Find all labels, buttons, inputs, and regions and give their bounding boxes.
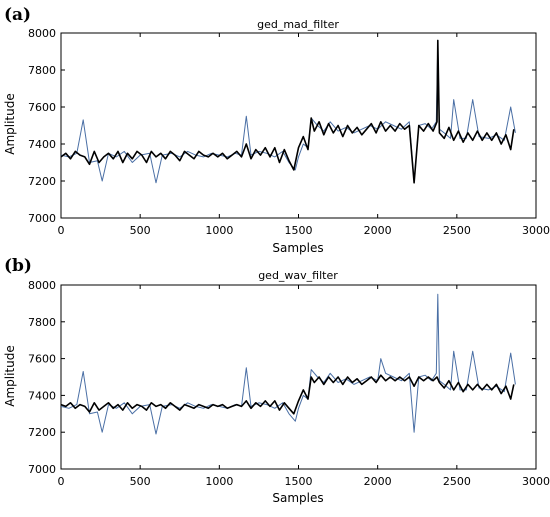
panel-label: (b): [4, 256, 32, 276]
panel-a: (a) ged_mad_filter Samples Amplitude 0 50…: [3, 5, 550, 255]
plot-area: 0 500 1000 1500 2000 2500 3000 7000 7200 7400 7600…: [28, 27, 550, 237]
y-tick-label: 7800: [28, 316, 56, 329]
axes-frame: [60, 32, 537, 219]
x-tick-label: 2000: [364, 224, 392, 237]
series-line-2: [60, 374, 515, 415]
plot-area: 0 500 1000 1500 2000 2500 3000 7000 7200 7400 7600…: [28, 279, 550, 488]
x-tick-label: 500: [130, 475, 151, 488]
x-tick-label: 1000: [205, 224, 233, 237]
x-tick-label: 1500: [285, 475, 313, 488]
y-tick-label: 7000: [28, 463, 56, 476]
chart-title: ged_mad_filter: [257, 18, 339, 31]
y-tick-label: 7400: [28, 138, 56, 151]
y-tick-label: 7200: [28, 175, 56, 188]
y-tick-label: 7800: [28, 64, 56, 77]
chart-title: ged_wav_filter: [258, 269, 338, 282]
x-tick-label: 500: [130, 224, 151, 237]
x-tick-label: 3000: [522, 224, 550, 237]
series-line-2: [60, 39, 515, 184]
x-tick-label: 2500: [443, 475, 471, 488]
y-tick-label: 8000: [28, 27, 56, 40]
panel-b: (b) ged_wav_filter Samples Amplitude 0 50…: [3, 256, 550, 505]
y-tick-label: 7600: [28, 353, 56, 366]
x-tick-label: 1000: [205, 475, 233, 488]
y-tick-label: 7400: [28, 389, 56, 402]
y-tick-label: 7200: [28, 426, 56, 439]
y-tick-label: 8000: [28, 279, 56, 292]
y-axis-label: Amplitude: [3, 345, 17, 407]
x-tick-label: 3000: [522, 475, 550, 488]
series-line-1: [60, 293, 516, 435]
x-tick-label: 0: [58, 224, 65, 237]
axes-frame: [60, 284, 537, 470]
y-tick-label: 7000: [28, 212, 56, 225]
y-axis-label: Amplitude: [3, 93, 17, 155]
x-axis-label: Samples: [272, 241, 323, 255]
x-tick-label: 1500: [285, 224, 313, 237]
x-tick-label: 2500: [443, 224, 471, 237]
x-tick-label: 2000: [364, 475, 392, 488]
x-tick-label: 0: [58, 475, 65, 488]
series-line-1: [60, 41, 516, 184]
y-tick-label: 7600: [28, 101, 56, 114]
panel-label: (a): [4, 5, 31, 25]
x-axis-label: Samples: [272, 491, 323, 505]
